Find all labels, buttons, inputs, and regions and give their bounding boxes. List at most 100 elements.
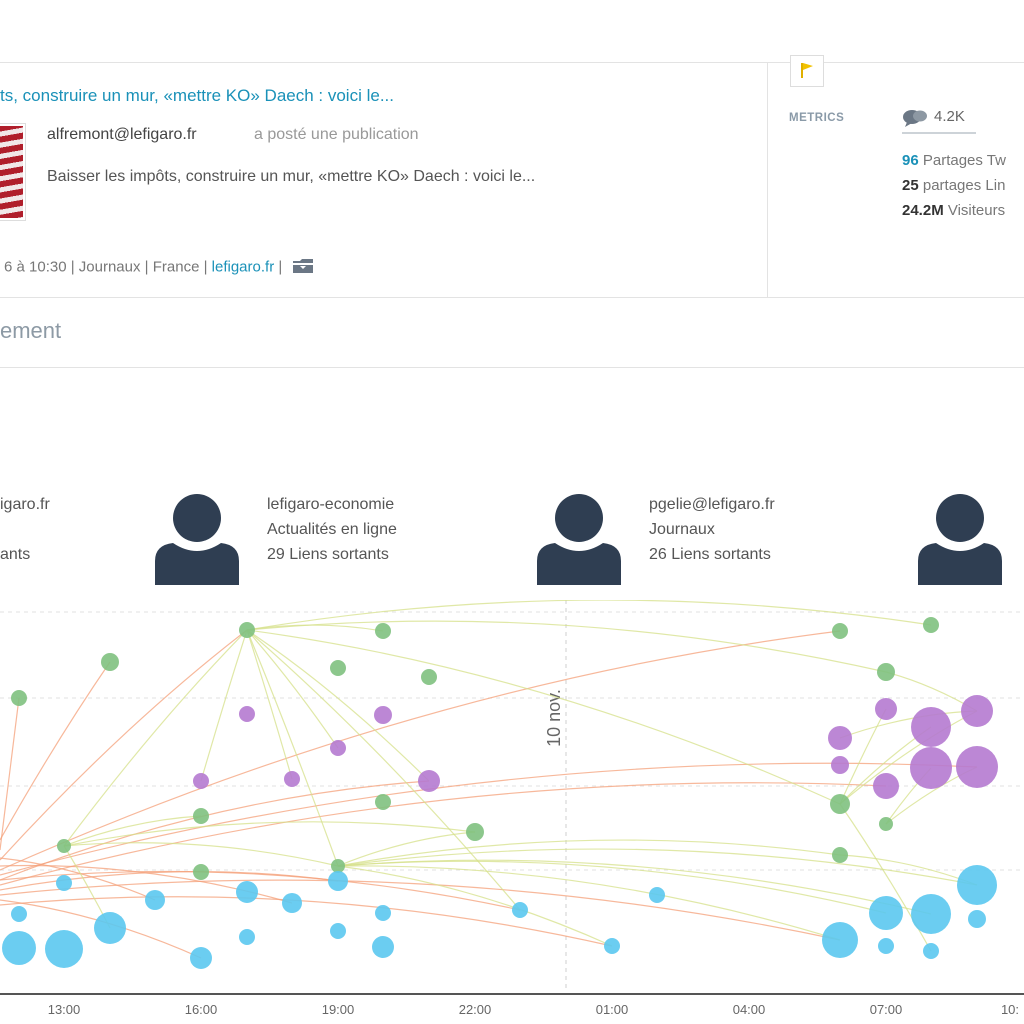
timeline-edge	[337, 839, 841, 867]
linkedin-shares-stat: 25 partages Lin	[902, 177, 1005, 194]
timeline-node[interactable]	[375, 623, 391, 639]
profile-2[interactable]: lefigaro-economie Actualités en ligne 29…	[267, 492, 397, 567]
timeline-node[interactable]	[331, 859, 345, 873]
folder-icon[interactable]	[292, 257, 314, 278]
timeline-node[interactable]	[193, 773, 209, 789]
timeline-edge	[246, 600, 932, 631]
timeline-node[interactable]	[193, 808, 209, 824]
profile-name: igaro.fr	[0, 496, 50, 513]
time-tick-label: 13:00	[48, 1002, 81, 1017]
timeline-node[interactable]	[873, 773, 899, 799]
timeline-edge	[0, 762, 978, 876]
visitors-label: Visiteurs	[943, 202, 1006, 219]
timeline-node[interactable]	[923, 943, 939, 959]
source-link[interactable]: lefigaro.fr	[211, 258, 275, 276]
timeline-node[interactable]	[957, 865, 997, 905]
timeline-edge	[246, 629, 339, 867]
timeline-node[interactable]	[911, 707, 951, 747]
profile-3[interactable]: pgelie@lefigaro.fr Journaux 26 Liens sor…	[649, 492, 775, 567]
twitter-shares-count[interactable]: 96	[902, 152, 919, 169]
timeline-edge	[0, 629, 248, 861]
timeline-edge	[246, 629, 293, 780]
timeline-node[interactable]	[11, 906, 27, 922]
post-thumbnail[interactable]	[0, 123, 26, 221]
timeline-edge	[246, 629, 339, 749]
time-tick-label: 01:00	[596, 1002, 629, 1017]
time-axis-ticks: 13:00 16:00 19:00 22:00 01:00 04:00 07:00 10:	[48, 1002, 1019, 1017]
timeline-node[interactable]	[330, 660, 346, 676]
timeline-node[interactable]	[956, 746, 998, 788]
timeline-node[interactable]	[878, 938, 894, 954]
linkedin-shares-label: partages Lin	[918, 177, 1006, 194]
timeline-node[interactable]	[145, 890, 165, 910]
timeline-node[interactable]	[877, 663, 895, 681]
timeline-node[interactable]	[832, 847, 848, 863]
twitter-shares-label: Partages Tw	[918, 152, 1006, 169]
timeline-node[interactable]	[56, 875, 72, 891]
timeline-node[interactable]	[11, 690, 27, 706]
timeline-edge	[0, 857, 156, 901]
flag-button[interactable]	[790, 55, 824, 87]
timeline-node[interactable]	[923, 617, 939, 633]
timeline-node[interactable]	[512, 902, 528, 918]
timeline-node[interactable]	[830, 794, 850, 814]
timeline-node[interactable]	[101, 653, 119, 671]
timeline-node[interactable]	[57, 839, 71, 853]
timeline-node[interactable]	[239, 706, 255, 722]
timeline-edge	[337, 831, 476, 867]
timeline-node[interactable]	[832, 623, 848, 639]
timeline-node[interactable]	[330, 740, 346, 756]
timeline-node[interactable]	[911, 894, 951, 934]
timeline-edge	[0, 661, 111, 841]
timeline-node[interactable]	[831, 756, 849, 774]
profile-1[interactable]: igaro.fr ants	[0, 492, 50, 567]
comment-bubbles-icon	[903, 110, 927, 127]
timeline-node[interactable]	[910, 747, 952, 789]
user-icon[interactable]	[155, 493, 239, 585]
user-icon[interactable]	[537, 493, 621, 585]
post-title-link[interactable]: ts, construire un mur, «mettre KO» Daech…	[0, 86, 394, 105]
timeline-node[interactable]	[328, 871, 348, 891]
timeline-node[interactable]	[236, 881, 258, 903]
timeline-node[interactable]	[330, 923, 346, 939]
timeline-node[interactable]	[869, 896, 903, 930]
post-author[interactable]: alfremont@lefigaro.fr	[47, 126, 197, 143]
timeline-edge	[0, 697, 20, 851]
timeline-node[interactable]	[374, 706, 392, 724]
user-icon[interactable]	[918, 493, 1002, 585]
timeline-node[interactable]	[284, 771, 300, 787]
propagation-timeline[interactable]: 10 nov. 13:00 16:00 19:00 22:00 01:00 04:00 07…	[0, 600, 1024, 1024]
timeline-node[interactable]	[466, 823, 484, 841]
timeline-node[interactable]	[239, 622, 255, 638]
timeline-node[interactable]	[239, 929, 255, 945]
flag-icon	[801, 63, 813, 78]
time-tick-label: 16:00	[185, 1002, 218, 1017]
timeline-edge	[0, 630, 841, 871]
timeline-node[interactable]	[828, 726, 852, 750]
timeline-node[interactable]	[961, 695, 993, 727]
timeline-node[interactable]	[421, 669, 437, 685]
timeline-node[interactable]	[190, 947, 212, 969]
timeline-node[interactable]	[968, 910, 986, 928]
profile-name: lefigaro-economie	[267, 496, 395, 513]
linkedin-shares-count: 25	[902, 177, 919, 194]
profile-category: Journaux	[649, 521, 715, 538]
profile-links: 26 Liens sortants	[649, 546, 771, 563]
comments-tab[interactable]: 4.2K	[902, 105, 976, 134]
timeline-node[interactable]	[372, 936, 394, 958]
timeline-node[interactable]	[282, 893, 302, 913]
timeline-node[interactable]	[875, 698, 897, 720]
timeline-node[interactable]	[2, 931, 36, 965]
timeline-node[interactable]	[45, 930, 83, 968]
timeline-node[interactable]	[193, 864, 209, 880]
timeline-node[interactable]	[879, 817, 893, 831]
timeline-edge	[337, 848, 978, 886]
timeline-node[interactable]	[418, 770, 440, 792]
timeline-node[interactable]	[822, 922, 858, 958]
timeline-node[interactable]	[649, 887, 665, 903]
timeline-node[interactable]	[375, 794, 391, 810]
timeline-node[interactable]	[94, 912, 126, 944]
profile-links: 29 Liens sortants	[267, 546, 389, 563]
timeline-node[interactable]	[604, 938, 620, 954]
timeline-node[interactable]	[375, 905, 391, 921]
